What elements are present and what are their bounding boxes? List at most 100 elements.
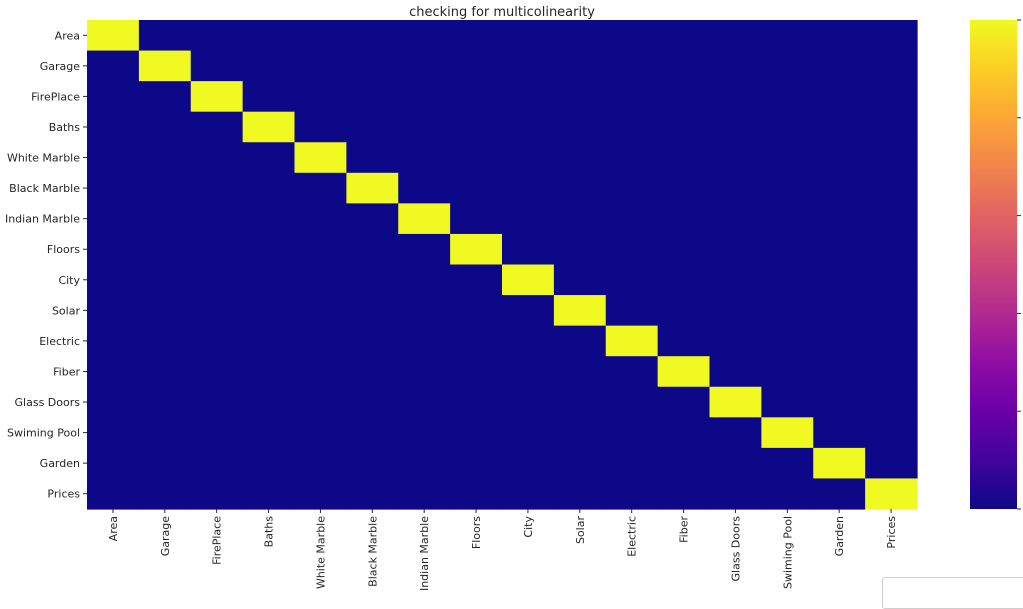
heatmap-cell [87, 295, 140, 327]
heatmap-cell [605, 233, 659, 266]
column-tick-label: Glass Doors [729, 516, 742, 582]
heatmap-cells [87, 20, 918, 510]
heatmap-cell [657, 264, 711, 296]
heatmap-cell [553, 233, 607, 266]
heatmap-cell [553, 447, 607, 480]
heatmap-cell [709, 417, 762, 449]
heatmap-cell [865, 447, 918, 480]
heatmap-cell [657, 203, 711, 235]
heatmap-cell [502, 417, 555, 449]
heatmap-svg: checking for multicolinearity Area Garage… [5, 5, 1021, 591]
heatmap-cell [398, 447, 451, 480]
heatmap-cell [138, 142, 192, 174]
heatmap-cell [709, 172, 762, 204]
heatmap-cell [190, 478, 244, 510]
heatmap-cell [242, 417, 296, 449]
heatmap-cell [709, 295, 762, 327]
column-tick-label: Floors [470, 516, 483, 549]
heatmap-cell [605, 325, 659, 357]
heatmap-cell [450, 203, 503, 235]
heatmap-cell [87, 203, 140, 235]
heatmap-cell [865, 50, 918, 82]
heatmap-cell [761, 325, 814, 357]
heatmap-cell [190, 50, 244, 82]
heatmap-cell [346, 203, 399, 235]
heatmap-cell [242, 111, 296, 143]
heatmap-cell [190, 325, 244, 357]
heatmap-cell [242, 478, 296, 510]
heatmap-cell [813, 447, 866, 480]
heatmap-cell [761, 417, 814, 449]
heatmap-cell [865, 142, 918, 174]
heatmap-cell [346, 325, 399, 357]
heatmap-cell [346, 478, 399, 510]
heatmap-cell [813, 203, 866, 235]
row-labels: Area Garage FirePlace Baths White Marble Blac… [5, 29, 87, 501]
heatmap-cell [553, 295, 607, 327]
column-labels: Area Garage FirePlace Baths White Marble Blac… [107, 509, 898, 591]
heatmap-cell [553, 111, 607, 143]
row-tick-label: Prices [47, 488, 80, 501]
heatmap-cell [138, 386, 192, 418]
heatmap-cell [242, 447, 296, 480]
heatmap-cell [813, 356, 866, 388]
heatmap-cell [346, 142, 399, 174]
heatmap-cell [242, 81, 296, 113]
column-tick-label: Indian Marble [418, 516, 431, 591]
heatmap-cell [709, 478, 762, 510]
column-tick-label: White Marble [314, 516, 327, 589]
heatmap-cell [605, 264, 659, 296]
heatmap-cell [190, 142, 244, 174]
heatmap-cell [138, 50, 192, 82]
heatmap-cell [657, 111, 711, 143]
row-tick-label: Garden [40, 457, 80, 470]
heatmap-cell [865, 111, 918, 143]
heatmap-cell [190, 233, 244, 266]
heatmap-cell [87, 81, 140, 113]
heatmap-cell [138, 447, 192, 480]
heatmap-cell [138, 81, 192, 113]
heatmap-cell [813, 264, 866, 296]
heatmap-cell [294, 325, 347, 357]
heatmap-cell [761, 478, 814, 510]
heatmap-cell [761, 295, 814, 327]
heatmap-cell [398, 20, 451, 52]
heatmap-cell [190, 417, 244, 449]
heatmap-cell [657, 81, 711, 113]
heatmap-cell [813, 295, 866, 327]
heatmap-cell [502, 264, 555, 296]
row-tick-label: FirePlace [31, 90, 80, 103]
heatmap-cell [346, 447, 399, 480]
heatmap-cell [294, 142, 347, 174]
heatmap-cell [398, 264, 451, 296]
row-tick-label: Solar [52, 304, 81, 317]
heatmap-cell [450, 50, 503, 82]
heatmap-cell [190, 356, 244, 388]
heatmap-cell [294, 447, 347, 480]
heatmap-cell [450, 417, 503, 449]
heatmap-cell [138, 417, 192, 449]
heatmap-cell [450, 295, 503, 327]
row-tick-label: Area [55, 29, 80, 42]
heatmap-cell [294, 111, 347, 143]
heatmap-cell [553, 325, 607, 357]
heatmap-cell [398, 233, 451, 266]
heatmap-cell [294, 233, 347, 266]
heatmap-cell [190, 447, 244, 480]
heatmap-cell [398, 142, 451, 174]
heatmap-cell [761, 172, 814, 204]
heatmap-cell [761, 81, 814, 113]
column-tick-label: Black Marble [366, 516, 379, 587]
heatmap-cell [605, 447, 659, 480]
heatmap-cell [190, 111, 244, 143]
heatmap-cell [502, 233, 555, 266]
heatmap-cell [813, 111, 866, 143]
heatmap-cell [450, 172, 503, 204]
heatmap-cell [242, 233, 296, 266]
heatmap-cell [657, 172, 711, 204]
heatmap-cell [294, 81, 347, 113]
heatmap-cell [553, 142, 607, 174]
heatmap-cell [138, 295, 192, 327]
heatmap-cell [294, 172, 347, 204]
